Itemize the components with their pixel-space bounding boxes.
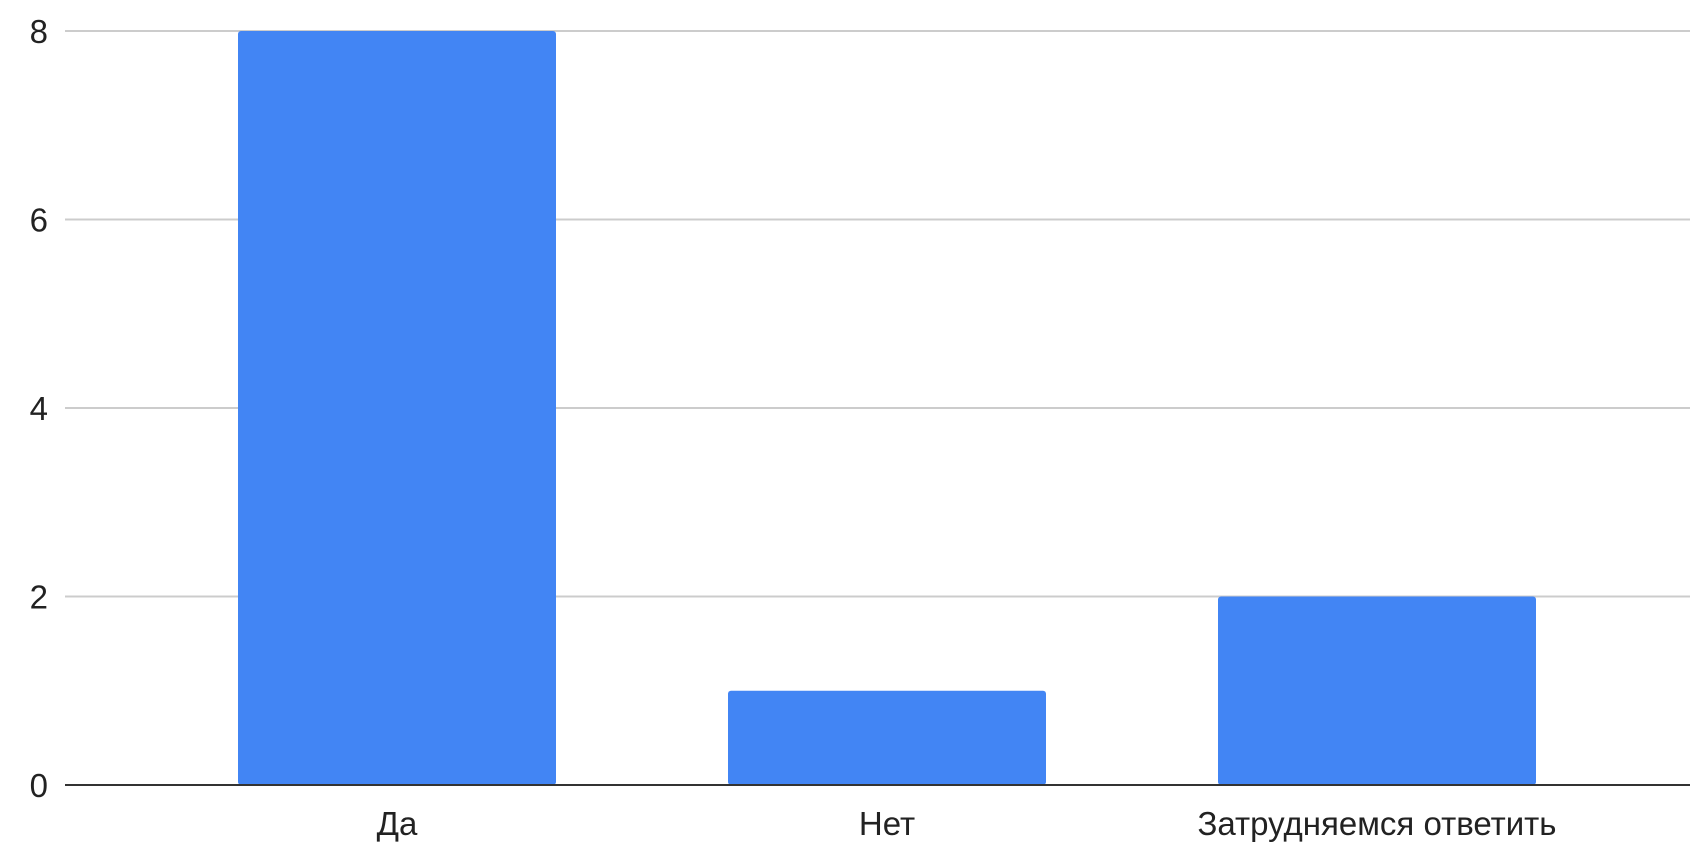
x-category-label: Да [377, 805, 418, 842]
y-tick-label: 0 [30, 767, 48, 804]
bar-2 [728, 690, 1046, 785]
x-category-label: Затрудняемся ответить [1197, 805, 1556, 842]
bar-1 [238, 31, 556, 785]
y-axis-tick-labels: 0 2 4 6 8 [30, 13, 48, 804]
x-axis-category-labels: Да Нет Затрудняемся ответить [377, 805, 1557, 842]
x-category-label: Нет [859, 805, 915, 842]
bars [238, 31, 1536, 785]
bar-3 [1218, 596, 1536, 785]
y-tick-label: 8 [30, 13, 48, 50]
y-tick-label: 2 [30, 579, 48, 616]
y-tick-label: 6 [30, 202, 48, 239]
y-tick-label: 4 [30, 390, 48, 427]
